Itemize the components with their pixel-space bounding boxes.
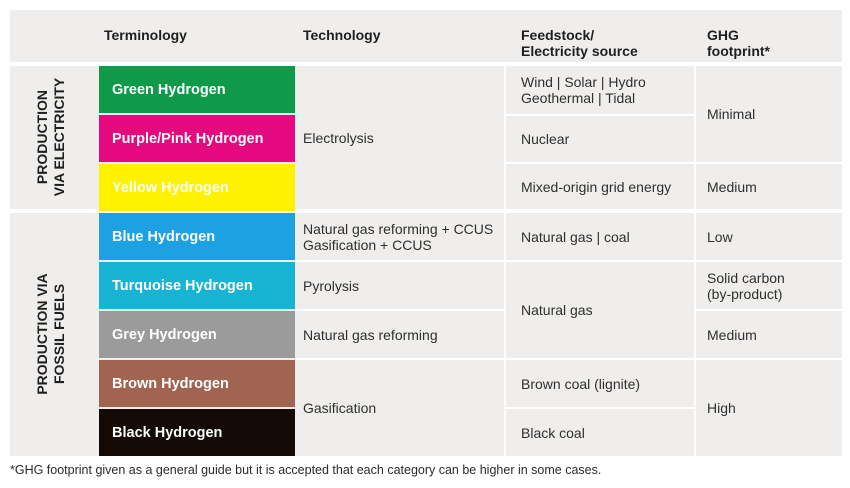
feedstock-natural-gas: Natural gas [521, 302, 593, 318]
hydrogen-colour-table: Terminology Technology Feedstock/ Electr… [10, 10, 842, 456]
group-fossil-line2: FOSSIL FUELS [51, 283, 67, 385]
tech-divider [295, 358, 504, 360]
term-yellow-hydrogen: Yellow Hydrogen [99, 164, 295, 211]
ghg-solid-carbon: Solid carbon (by-product) [707, 262, 785, 309]
tech-pyrolysis: Pyrolysis [303, 277, 360, 294]
ghg-medium-grey: Medium [707, 326, 757, 343]
term-blue-hydrogen: Blue Hydrogen [99, 213, 295, 260]
tech-electrolysis: Electrolysis [303, 129, 374, 146]
tech-divider [295, 309, 504, 311]
ghg-divider [696, 358, 842, 360]
ghg-high: High [707, 400, 736, 416]
header-feedstock-line2: Electricity source [521, 43, 638, 59]
ghg-divider [696, 162, 842, 164]
footnote: *GHG footprint given as a general guide … [10, 463, 602, 477]
header-separator [10, 62, 842, 66]
header-technology: Technology [303, 27, 381, 43]
header-feedstock: Feedstock/ Electricity source [521, 27, 638, 59]
term-grey-hydrogen: Grey Hydrogen [99, 311, 295, 358]
feedstock-divider [506, 358, 694, 360]
term-turquoise-hydrogen: Turquoise Hydrogen [99, 262, 295, 309]
group-fossil-line1: PRODUCTION VIA [34, 273, 50, 395]
divider-feedstock [504, 66, 506, 456]
feedstock-black-coal: Black coal [521, 424, 585, 441]
tech-gasification: Gasification [303, 400, 377, 416]
ghg-low: Low [707, 228, 733, 245]
header-ghg-line2: footprint* [707, 43, 770, 59]
header-ghg: GHG footprint* [707, 27, 770, 59]
group-label-fossil: PRODUCTION VIA FOSSIL FUELS [34, 209, 74, 459]
term-black-hydrogen: Black Hydrogen [99, 409, 295, 456]
ghg-medium-yellow: Medium [707, 178, 757, 195]
ghg-divider [696, 260, 842, 262]
ghg-minimal: Minimal [707, 106, 756, 122]
header-ghg-line1: GHG [707, 27, 739, 43]
ghg-divider [696, 309, 842, 311]
term-purple-pink-hydrogen: Purple/Pink Hydrogen [99, 115, 295, 162]
divider-ghg [694, 66, 696, 456]
term-brown-hydrogen: Brown Hydrogen [99, 360, 295, 407]
feedstock-divider [506, 407, 694, 409]
header-terminology: Terminology [104, 27, 187, 43]
feedstock-brown-coal: Brown coal (lignite) [521, 375, 641, 392]
feedstock-nuclear: Nuclear [521, 131, 570, 147]
ghg-solid-line1: Solid carbon [707, 269, 785, 286]
tech-ng-reforming: Natural gas reforming [303, 326, 438, 343]
feedstock-renewables-line1: Wind | Solar | Hydro [521, 74, 646, 90]
header-feedstock-line1: Feedstock/ [521, 27, 595, 43]
feedstock-divider [506, 114, 694, 116]
feedstock-renewables: Wind | Solar | Hydro Geothermal | Tidal [521, 66, 646, 114]
ghg-solid-line2: (by-product) [707, 285, 783, 302]
feedstock-renewables-line2: Geothermal | Tidal [521, 90, 636, 106]
tech-blue: Natural gas reforming + CCUS Gasificatio… [303, 213, 493, 260]
feedstock-divider [506, 260, 694, 262]
term-green-hydrogen: Green Hydrogen [99, 66, 295, 113]
feedstock-divider [506, 162, 694, 164]
feedstock-grid: Mixed-origin grid energy [521, 178, 672, 195]
group-separator [10, 209, 842, 213]
feedstock-ng-coal: Natural gas | coal [521, 228, 630, 245]
tech-divider [295, 260, 504, 262]
tech-blue-line1: Natural gas reforming + CCUS [303, 220, 494, 237]
tech-blue-line2: Gasification + CCUS [303, 236, 432, 253]
